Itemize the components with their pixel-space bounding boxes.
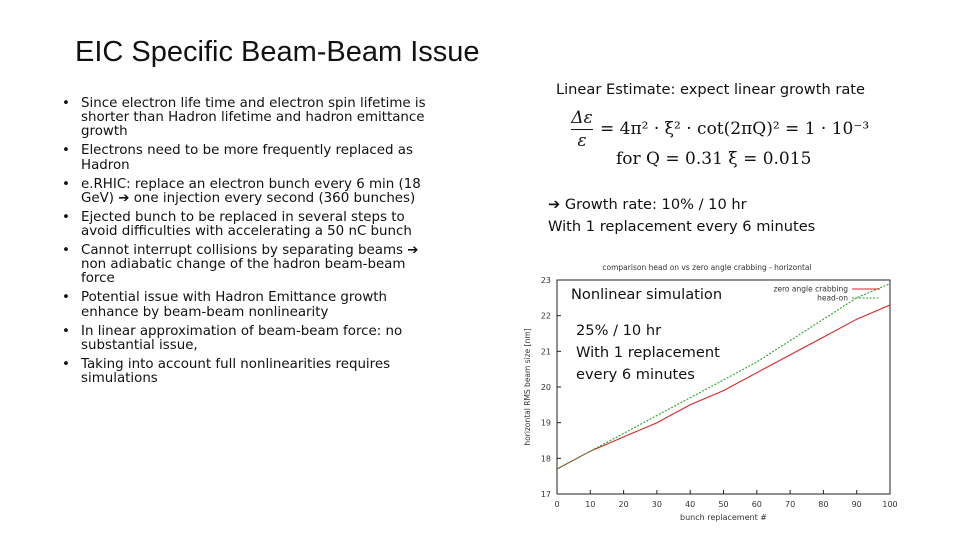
x-tick-label: 70 — [785, 500, 795, 509]
y-tick-label: 23 — [541, 276, 551, 285]
y-axis-ticks: 17 18 19 20 21 22 23 — [541, 276, 561, 499]
chart-title: comparison head on vs zero angle crabbin… — [602, 263, 811, 272]
bullet-item: • e.RHIC: replace an electron bunch every… — [62, 176, 442, 206]
replacement-line: With 1 replacement every 6 minutes — [548, 218, 816, 235]
x-axis-label: bunch replacement # — [680, 513, 767, 522]
formula-conditions: for Q = 0.31 ξ = 0.015 — [616, 149, 812, 169]
y-tick-label: 22 — [541, 312, 551, 321]
bullet-marker: • — [62, 209, 70, 225]
bullet-text: Since electron life time and electron sp… — [81, 96, 426, 140]
y-tick-label: 18 — [541, 454, 551, 463]
bullet-item: • In linear approximation of beam-beam fo… — [62, 323, 442, 353]
x-tick-label: 40 — [685, 500, 695, 509]
bullet-item: • Ejected bunch to be replaced in several… — [62, 209, 442, 240]
bullet-item: • Potential issue with Hadron Emittance g… — [62, 290, 442, 320]
bullet-marker: • — [62, 290, 70, 306]
series-line-head-on — [556, 283, 891, 470]
bullet-marker: • — [62, 96, 70, 111]
bullet-marker: • — [62, 176, 70, 192]
bullet-marker: • — [62, 143, 70, 159]
y-tick-label: 21 — [541, 347, 551, 356]
y-tick-label: 20 — [541, 383, 551, 392]
x-tick-label: 60 — [752, 500, 762, 509]
x-tick-label: 20 — [619, 500, 629, 509]
nonlinear-rate-line: 25% / 10 hr — [576, 322, 662, 339]
x-tick-label: 100 — [882, 500, 897, 509]
bullet-item: • Cannot interrupt collisions by separati… — [62, 243, 442, 287]
formula-rhs: = 4π² · ξ² · cot(2πQ)² = 1 · 10⁻³ — [600, 119, 870, 139]
bullet-marker: • — [62, 323, 70, 339]
bullet-text: Ejected bunch to be replaced in several … — [81, 209, 412, 240]
x-axis-ticks: 0 10 20 30 40 50 60 70 80 90 100 — [554, 490, 898, 509]
legend-label: zero angle crabbing — [773, 285, 848, 294]
nonlinear-replacement-line: With 1 replacement — [576, 344, 720, 361]
bullet-marker: • — [62, 356, 70, 372]
linear-estimate-heading: Linear Estimate: expect linear growth ra… — [556, 81, 865, 98]
slide-title: EIC Specific Beam-Beam Issue — [75, 36, 480, 68]
formula-fraction: Δε ε — [570, 108, 594, 151]
nonlinear-interval-line: every 6 minutes — [576, 366, 695, 383]
bullet-text: In linear approximation of beam-beam for… — [81, 323, 403, 353]
linear-growth-text: ➔ Growth rate: 10% / 10 hr With 1 replac… — [548, 194, 815, 238]
x-tick-label: 0 — [554, 500, 559, 509]
series-lines — [556, 283, 891, 470]
nonlinear-heading: Nonlinear simulation — [569, 286, 725, 303]
bullet-text: e.RHIC: replace an electron bunch every … — [81, 176, 421, 206]
growth-rate-line: ➔ Growth rate: 10% / 10 hr — [548, 196, 747, 213]
series-line-zero-angle-crabbing — [556, 304, 891, 470]
formula-numerator: Δε — [571, 108, 593, 128]
y-tick-label: 17 — [541, 490, 551, 499]
x-tick-label: 80 — [818, 500, 828, 509]
bullet-text: Electrons need to be more frequently rep… — [81, 143, 413, 173]
y-axis-label: horizontal RMS beam size [nm] — [523, 328, 532, 445]
plot-frame — [556, 279, 891, 495]
bullet-text: Taking into account full nonlinearities … — [81, 356, 391, 387]
bullet-text: Cannot interrupt collisions by separatin… — [81, 243, 419, 287]
legend-label: head-on — [817, 294, 848, 303]
y-tick-label: 19 — [541, 419, 551, 428]
bullet-item: • Electrons need to be more frequently re… — [62, 143, 442, 173]
nonlinear-growth-text: 25% / 10 hr With 1 replacement every 6 m… — [576, 320, 720, 386]
x-tick-label: 10 — [585, 500, 595, 509]
fraction-bar — [571, 129, 593, 130]
x-tick-label: 30 — [652, 500, 662, 509]
bullet-item: • Taking into account full nonlinearities… — [62, 356, 442, 387]
bullet-item: • Since electron life time and electron s… — [62, 96, 442, 140]
bullet-marker: • — [62, 243, 70, 259]
x-tick-label: 90 — [852, 500, 862, 509]
bullet-list: • Since electron life time and electron s… — [62, 96, 442, 391]
bullet-text: Potential issue with Hadron Emittance gr… — [81, 290, 388, 320]
formula-denominator: ε — [577, 131, 587, 151]
x-tick-label: 50 — [718, 500, 728, 509]
